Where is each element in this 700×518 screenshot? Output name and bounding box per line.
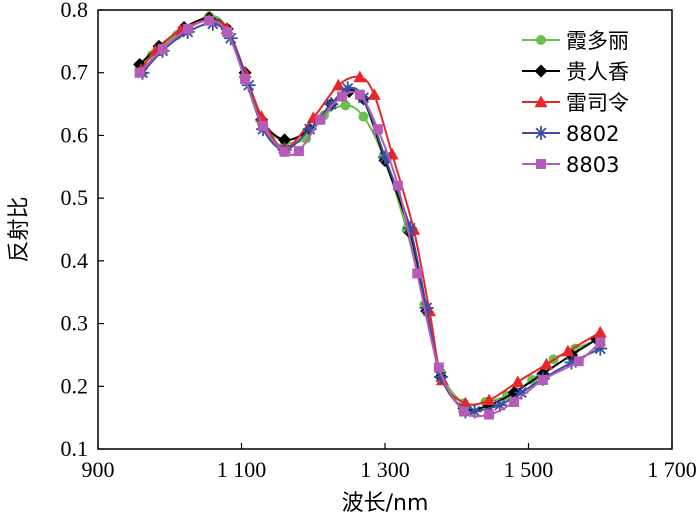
series-4 — [135, 16, 608, 419]
y-tick-label: 0.2 — [61, 373, 89, 398]
series-line — [140, 18, 601, 406]
series-line — [141, 22, 601, 416]
y-tick-label: 0.8 — [61, 0, 89, 22]
x-tick-label: 900 — [82, 457, 115, 482]
data-point — [367, 88, 381, 100]
y-axis-ticks: 0.1 0.2 0.3 0.4 0.5 0.6 0.7 0.8 — [61, 0, 104, 461]
asterisk-stroke — [515, 387, 527, 399]
data-point — [537, 375, 548, 386]
data-point — [458, 396, 472, 409]
x-axis-ticks: 900 1 100 1 300 1 500 1 700 — [82, 443, 697, 482]
data-point — [419, 300, 434, 315]
legend-item: 8803 — [522, 153, 619, 177]
legend-item: 贵人香 — [522, 60, 629, 84]
asterisk-stroke — [494, 399, 506, 411]
legend-label: 8803 — [566, 153, 619, 177]
x-tick-label: 1 300 — [360, 457, 410, 482]
legend-item: 8802 — [522, 122, 619, 146]
data-point — [324, 97, 339, 112]
asterisk-stroke — [435, 371, 447, 383]
asterisk-stroke — [404, 222, 416, 234]
data-point — [372, 124, 383, 135]
data-point — [358, 111, 369, 122]
data-point — [278, 133, 292, 147]
data-point — [458, 406, 469, 417]
asterisk-stroke — [469, 405, 481, 417]
series-line — [138, 15, 601, 407]
asterisk-stroke — [421, 302, 433, 314]
data-point — [354, 89, 365, 100]
legend-marker — [534, 64, 548, 78]
data-point — [340, 100, 351, 111]
data-point — [315, 114, 326, 125]
data-point — [392, 180, 403, 191]
data-point — [595, 337, 606, 348]
data-point — [353, 70, 367, 83]
series-line — [138, 17, 598, 412]
series-3 — [134, 13, 607, 409]
y-tick-label: 0.6 — [61, 122, 89, 147]
data-point — [204, 15, 215, 26]
legend-marker — [536, 35, 546, 45]
data-point — [511, 375, 525, 388]
legend-marker — [534, 126, 548, 140]
x-tick-label: 1 100 — [217, 457, 267, 482]
data-point — [279, 146, 290, 157]
data-point — [433, 362, 444, 373]
asterisk-stroke — [243, 79, 255, 91]
data-point — [482, 393, 496, 406]
data-point — [467, 404, 482, 419]
x-tick-label: 1 700 — [647, 457, 697, 482]
data-point — [484, 409, 495, 420]
data-point — [182, 23, 193, 34]
legend-item: 雷司令 — [522, 91, 629, 115]
data-point — [240, 73, 251, 84]
legend-marker — [534, 95, 548, 108]
data-point — [412, 268, 423, 279]
y-tick-label: 0.5 — [61, 185, 89, 210]
y-axis-title: 反射比 — [7, 196, 32, 262]
legend-label: 贵人香 — [566, 60, 629, 84]
data-point — [222, 26, 233, 37]
data-point — [293, 146, 304, 157]
asterisk-stroke — [535, 127, 547, 139]
x-tick-label: 1 500 — [504, 457, 554, 482]
data-point — [336, 91, 347, 102]
data-point — [593, 325, 607, 338]
data-point — [403, 221, 418, 236]
data-point — [258, 121, 269, 132]
legend-label: 雷司令 — [566, 91, 629, 115]
data-point — [134, 67, 145, 78]
series-line — [138, 19, 601, 418]
y-tick-label: 0.3 — [61, 311, 89, 336]
series-2 — [133, 11, 604, 415]
data-point — [561, 344, 575, 357]
data-point — [539, 357, 553, 370]
legend-label: 8802 — [566, 122, 619, 146]
y-tick-label: 0.1 — [61, 436, 89, 461]
data-point — [509, 396, 520, 407]
series-layer — [133, 11, 608, 420]
x-axis-title: 波长/nm — [342, 491, 429, 516]
legend-label: 霞多丽 — [566, 29, 629, 53]
asterisk-stroke — [325, 98, 337, 110]
legend-item: 霞多丽 — [522, 29, 629, 53]
y-tick-label: 0.7 — [61, 60, 89, 85]
axes: 900 1 100 1 300 1 500 1 700 0.10.20.30.40.50… — [61, 0, 697, 482]
data-point — [573, 356, 584, 367]
asterisk-stroke — [304, 123, 316, 135]
y-tick-label: 0.4 — [61, 248, 89, 273]
data-point — [157, 43, 168, 54]
legend-marker — [536, 159, 546, 169]
series-5 — [134, 15, 606, 420]
